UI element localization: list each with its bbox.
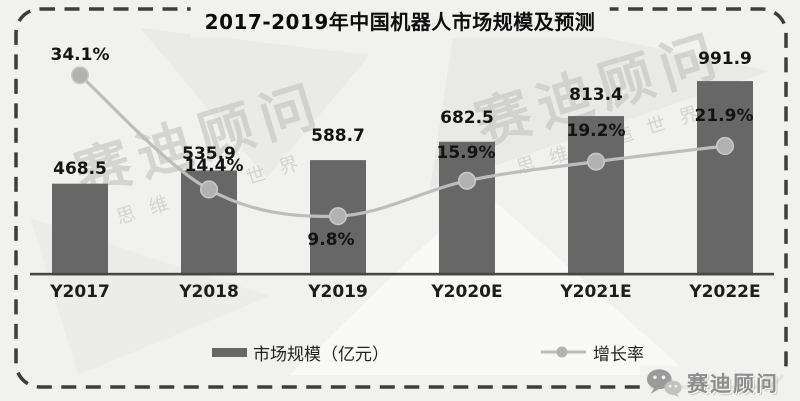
brand-name: 赛迪顾问 [687,371,779,396]
x-axis-label: Y2020E [431,281,503,302]
line-marker-Y2022E [715,136,735,156]
bar-value-label: 991.9 [698,49,752,70]
x-axis-label: Y2021E [560,281,632,302]
dashed-border [14,7,788,389]
legend-bar-label: 市场规模（亿元） [253,344,389,365]
chart-title: 2017-2019年中国机器人市场规模及预测 [190,3,610,38]
x-axis-label: Y2019 [308,281,368,302]
bar-Y2022E [697,81,753,276]
legend-bar-swatch [212,347,247,357]
bar-value-label: 535.9 [182,144,236,165]
x-axis-line [30,272,774,276]
line-marker-Y2018 [199,180,219,199]
bar-value-label: 682.5 [440,107,494,128]
growth-rate-label: 21.9% [694,105,754,126]
x-axis-label: Y2022E [689,281,761,302]
x-axis-label: Y2018 [179,281,239,302]
growth-rate-label: 34.1% [50,45,110,66]
legend-growth-rate: 增长率 [540,342,644,365]
bar-value-label: 468.5 [53,158,107,179]
bar-Y2017 [52,183,108,276]
x-axis-label: Y2017 [50,281,110,302]
line-marker-Y2020E [457,171,477,190]
bar-value-label: 813.4 [569,85,623,106]
growth-rate-label: 15.9% [436,142,496,163]
legend-market-size: 市场规模（亿元） [212,342,389,365]
brand-logo: 赛迪顾问 [640,366,784,399]
growth-rate-label: 9.8% [307,230,355,251]
wechat-icon [646,369,682,398]
bar-value-label: 588.7 [311,126,365,147]
legend-line-label: 增长率 [593,344,644,365]
growth-rate-label: 14.4% [184,155,244,176]
growth-rate-label: 19.2% [566,120,626,141]
line-marker-Y2019 [328,207,348,226]
line-marker-Y2017 [70,66,90,85]
legend-line-swatch [541,346,586,358]
line-marker-Y2021E [586,152,606,171]
growth-line [78,74,726,218]
